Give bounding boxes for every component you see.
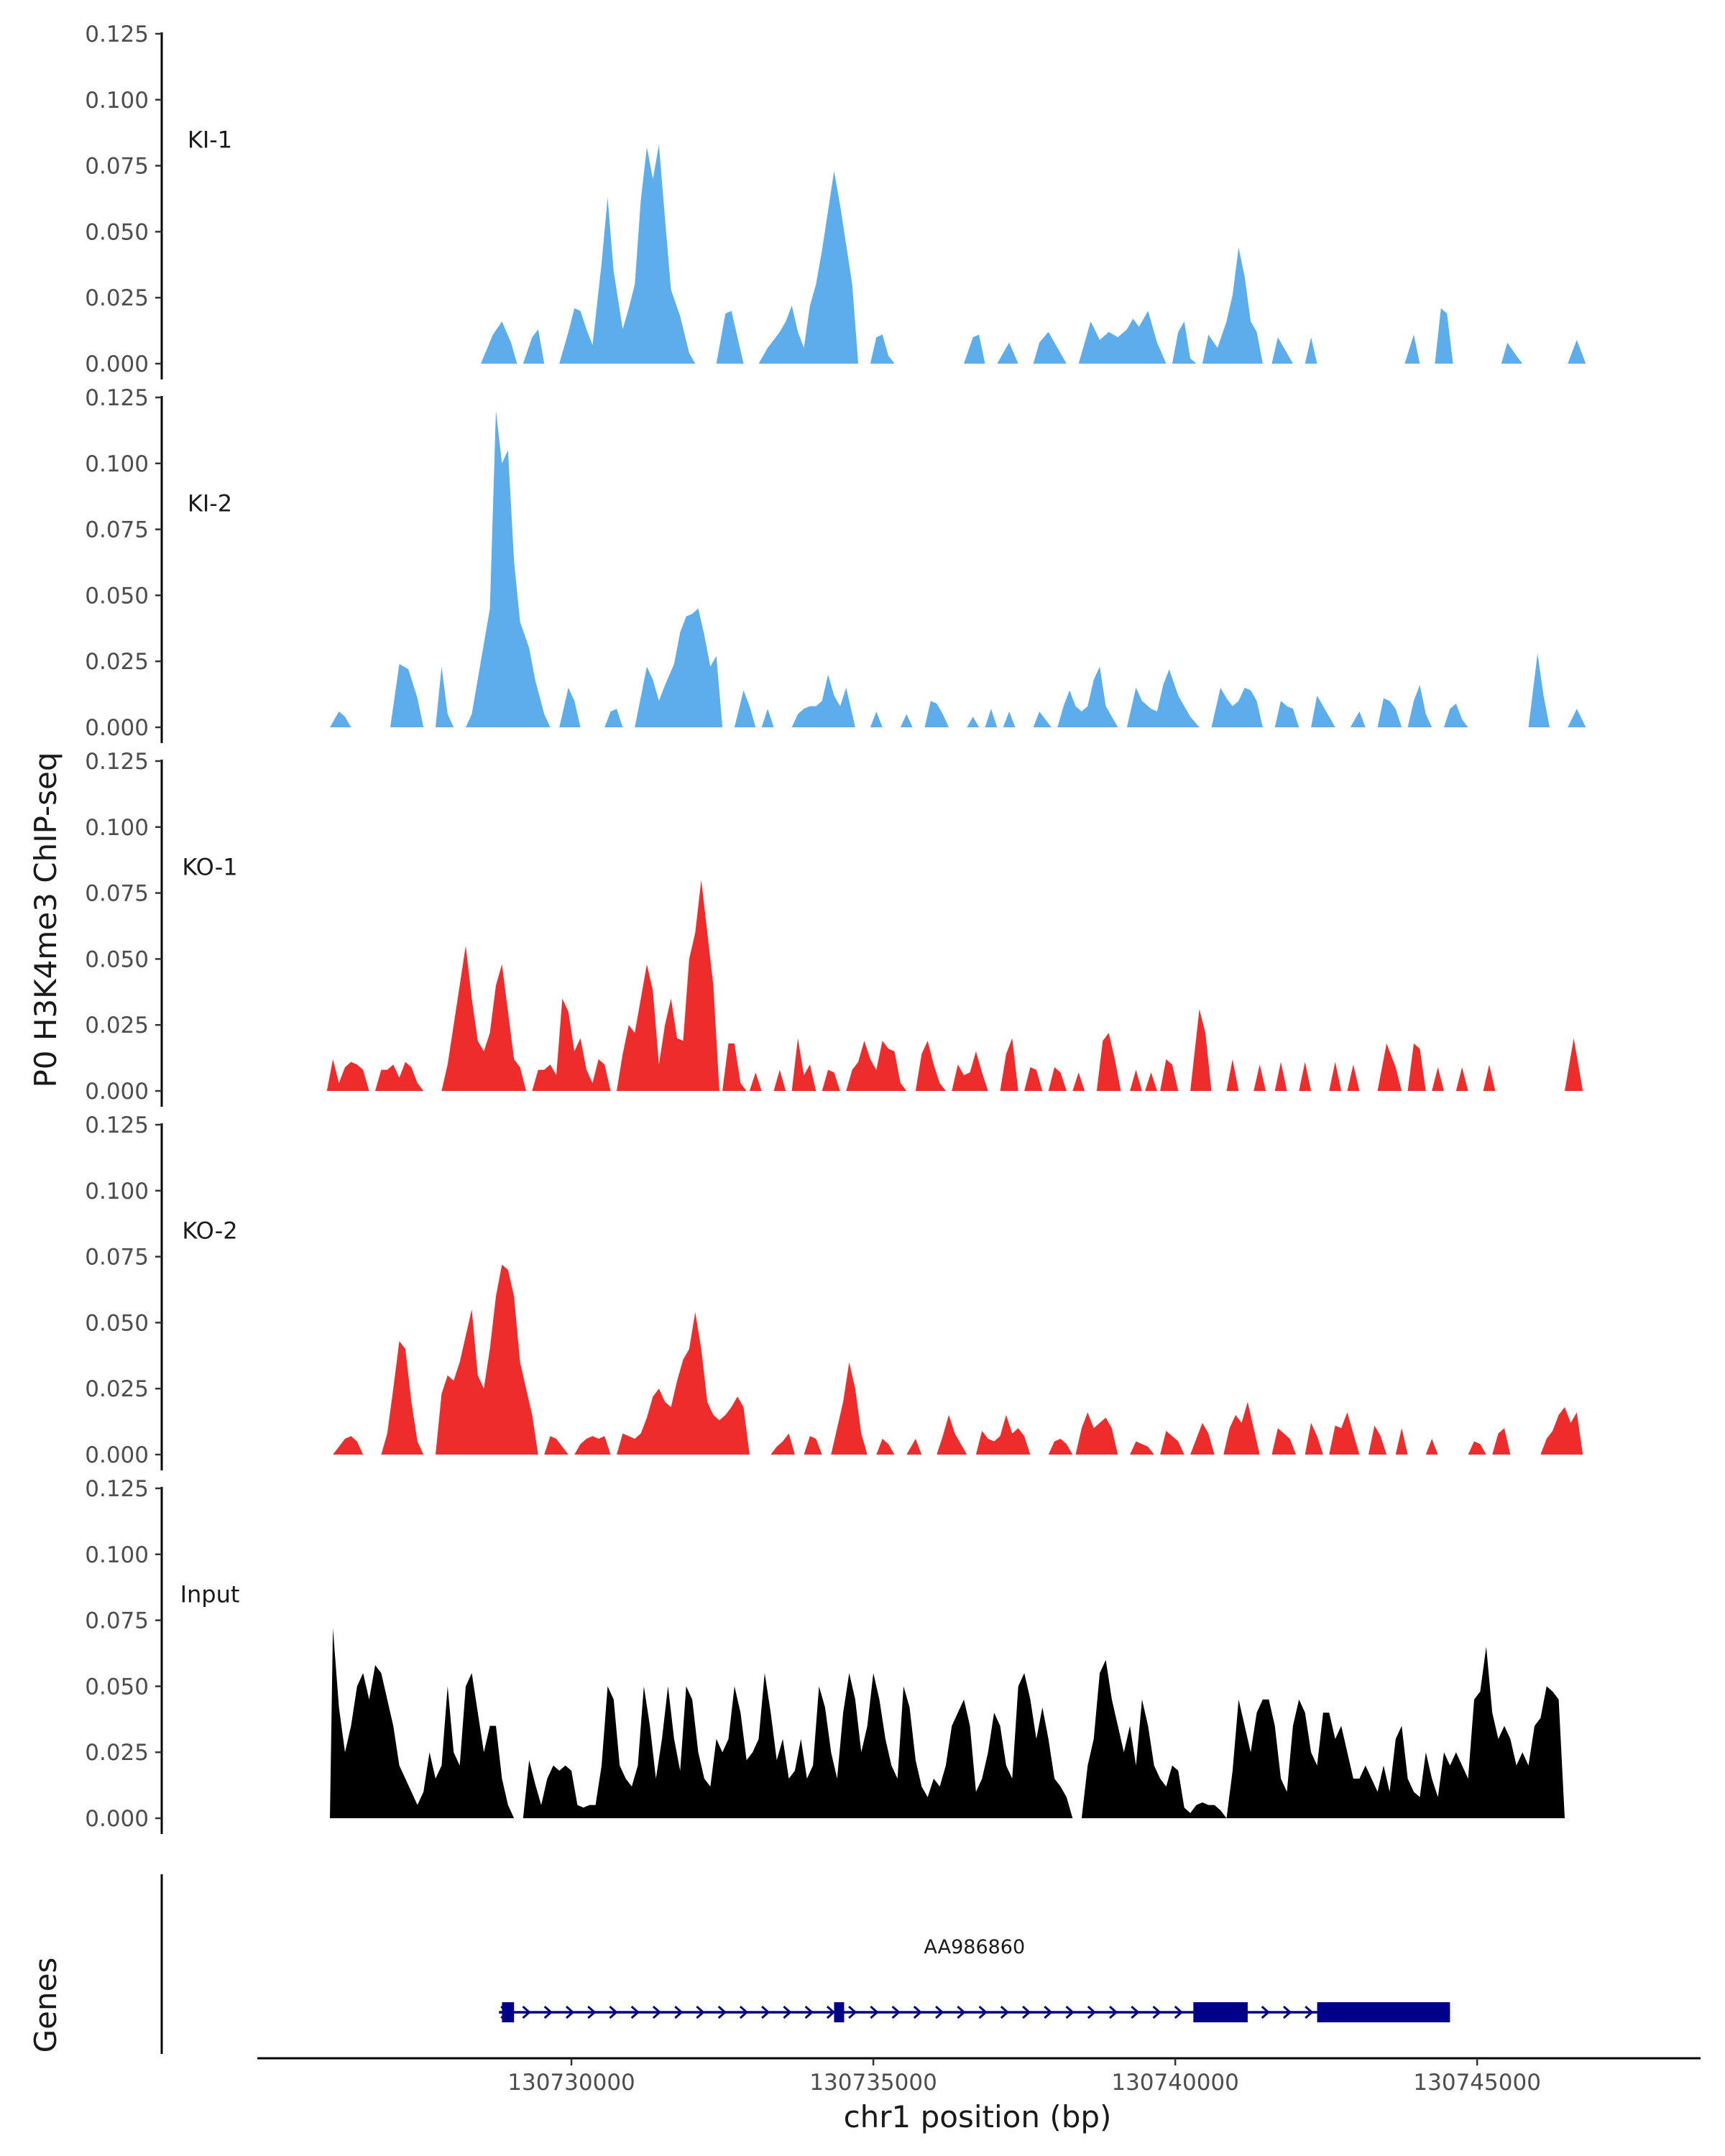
strand-chevron <box>978 2005 988 2019</box>
strand-chevron <box>1000 2005 1010 2019</box>
strand-chevron <box>717 2005 727 2019</box>
y-tick-label: 0.100 <box>85 88 149 114</box>
signal-area <box>330 410 1586 727</box>
track-label: KO-2 <box>182 1217 237 1245</box>
x-tick-label: 130745000 <box>1413 2070 1541 2096</box>
strand-chevron <box>522 2005 531 2019</box>
track-label: Input <box>180 1581 240 1608</box>
y-tick-label: 0.050 <box>85 946 149 972</box>
y-tick-label: 0.000 <box>85 1442 149 1468</box>
signal-area <box>333 1264 1583 1455</box>
y-tick-label: 0.125 <box>85 1112 149 1138</box>
signal-area <box>326 880 1583 1091</box>
y-tick-label: 0.100 <box>85 1179 149 1204</box>
strand-chevron <box>1152 2005 1162 2019</box>
strand-chevron <box>826 2005 836 2019</box>
strand-chevron <box>913 2005 923 2019</box>
track-label: KI-1 <box>188 126 232 154</box>
y-tick-label: 0.100 <box>85 815 149 841</box>
strand-chevron <box>870 2005 879 2019</box>
strand-chevron <box>891 2005 901 2019</box>
strand-chevron <box>1065 2005 1075 2019</box>
y-tick-label: 0.025 <box>85 1376 149 1402</box>
gene-exon <box>502 2002 515 2022</box>
strand-chevron <box>848 2005 857 2019</box>
strand-chevron <box>1022 2005 1031 2019</box>
x-axis: 130730000 130735000 130740000 130745000 <box>257 2057 1701 2096</box>
y-tick-label: 0.075 <box>85 154 149 180</box>
strand-chevron <box>566 2005 575 2019</box>
y-tick-label: 0.125 <box>85 749 149 775</box>
strand-chevron <box>1283 2005 1292 2019</box>
strand-chevron <box>543 2005 553 2019</box>
y-tick-label: 0.075 <box>85 517 149 543</box>
y-tick-label: 0.100 <box>85 451 149 477</box>
x-tick-label: 130740000 <box>1111 2070 1239 2096</box>
y-tick-label: 0.050 <box>85 1310 149 1336</box>
gene-exon <box>1317 2002 1450 2022</box>
strand-chevron <box>761 2005 770 2019</box>
strand-chevron <box>739 2005 749 2019</box>
y-axis-title: P0 H3K4me3 ChIP-seq <box>28 752 63 1087</box>
track-input: 0.000 0.025 0.050 0.075 0.100 0.125 Input <box>85 1476 1565 1834</box>
gene-exon <box>834 2002 845 2022</box>
strand-chevron <box>630 2005 640 2019</box>
strand-chevron <box>957 2005 966 2019</box>
y-tick-label: 0.000 <box>85 351 149 377</box>
y-tick-label: 0.100 <box>85 1542 149 1568</box>
track-label: KO-1 <box>182 854 237 881</box>
track-ki-2: 0.000 0.025 0.050 0.075 0.100 0.125 KI-2 <box>85 385 1586 743</box>
y-tick-label: 0.000 <box>85 715 149 741</box>
y-tick-label: 0.050 <box>85 219 149 245</box>
y-tick-label: 0.025 <box>85 285 149 311</box>
strand-chevron <box>1109 2005 1118 2019</box>
y-tick-label: 0.075 <box>85 1608 149 1634</box>
y-tick-label: 0.025 <box>85 1740 149 1766</box>
gene-name-label: AA986860 <box>924 1936 1025 1958</box>
strand-chevron <box>1087 2005 1097 2019</box>
gene-exon <box>1193 2002 1248 2022</box>
y-tick-label: 0.000 <box>85 1079 149 1105</box>
strand-chevron <box>1305 2005 1314 2019</box>
strand-chevron <box>696 2005 705 2019</box>
y-tick-label: 0.025 <box>85 1013 149 1038</box>
strand-chevron <box>804 2005 814 2019</box>
strand-chevron <box>935 2005 944 2019</box>
genes-track-title: Genes <box>28 1958 63 2053</box>
x-tick-label: 130735000 <box>809 2070 937 2096</box>
y-tick-label: 0.075 <box>85 1245 149 1271</box>
x-tick-label: 130730000 <box>507 2070 635 2096</box>
signal-tracks: 0.0000.0250.0500.0750.1000.125KI-10.0000… <box>85 22 1586 1834</box>
track-label: KI-2 <box>188 490 232 517</box>
strand-chevron <box>652 2005 662 2019</box>
y-tick-label: 0.125 <box>85 22 149 47</box>
y-tick-label: 0.075 <box>85 881 149 907</box>
y-tick-label: 0.050 <box>85 583 149 609</box>
y-tick-label: 0.125 <box>85 385 149 411</box>
track-ko-2: 0.000 0.025 0.050 0.075 0.100 0.125 KO-2 <box>85 1112 1583 1470</box>
track-ko-1: 0.000 0.025 0.050 0.075 0.100 0.125 KO-1 <box>85 749 1583 1107</box>
strand-chevron <box>1261 2005 1270 2019</box>
y-tick-label: 0.025 <box>85 649 149 675</box>
y-tick-label: 0.125 <box>85 1476 149 1502</box>
strand-chevron <box>609 2005 618 2019</box>
x-axis-title: chr1 position (bp) <box>844 2099 1112 2134</box>
strand-chevron <box>1131 2005 1140 2019</box>
strand-chevron <box>1174 2005 1184 2019</box>
gene-model: AA986860 <box>499 1936 1450 2022</box>
strand-chevron <box>783 2005 792 2019</box>
strand-chevron <box>1044 2005 1053 2019</box>
y-tick-label: 0.050 <box>85 1674 149 1700</box>
signal-area <box>481 144 1586 364</box>
strand-chevron <box>587 2005 597 2019</box>
genes-panel: AA986860 <box>160 1874 1450 2054</box>
y-tick-label: 0.000 <box>85 1806 149 1832</box>
signal-area <box>330 1628 1565 1818</box>
strand-chevron <box>674 2005 684 2019</box>
track-ki-1: 0.000 0.025 0.050 0.075 0.100 0.125 KI-1 <box>85 22 1586 379</box>
